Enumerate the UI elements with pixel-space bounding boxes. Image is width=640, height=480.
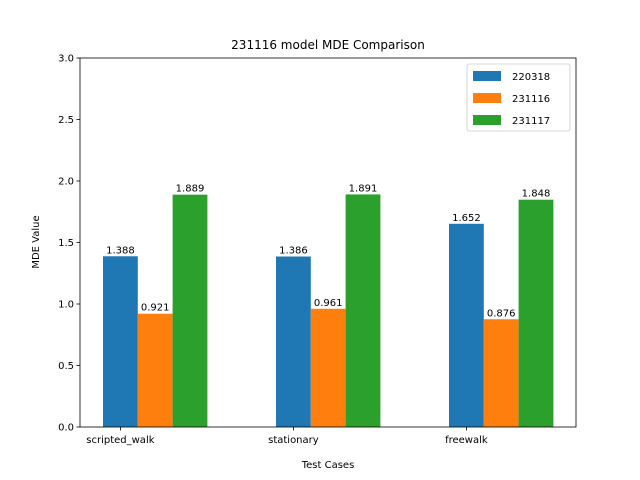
bar-231117-freewalk — [518, 199, 554, 427]
legend-label-220318: 220318 — [512, 72, 550, 83]
bar-220318-freewalk — [449, 223, 484, 427]
plot-area: 1.388 0.921 1.889 1.386 0.961 1.891 1.652 0.876… — [79, 57, 577, 428]
y-axis-label: MDE Value — [31, 215, 42, 268]
bar-220318-scripted_walk — [103, 256, 138, 427]
y-tick-label: 0.0 — [58, 423, 74, 434]
y-tick-label: 2.0 — [58, 177, 74, 188]
chart-title: 231116 model MDE Comparison — [231, 38, 425, 52]
bar-231116-stationary — [310, 308, 346, 427]
x-tick-label-stationary: stationary — [268, 435, 319, 446]
data-label-231117-freewalk: 1.848 — [522, 189, 551, 200]
legend-swatch-231116 — [473, 93, 501, 103]
y-axis: 0.0 0.5 1.0 1.5 2.0 2.5 3.0 — [58, 54, 80, 434]
x-axis: scripted_walk stationary freewalk — [86, 427, 488, 446]
bar-231117-scripted_walk — [172, 194, 208, 427]
legend: 220318 231116 231117 — [466, 63, 571, 132]
data-label-231116-stationary: 0.961 — [314, 298, 343, 309]
data-label-231117-stationary: 1.891 — [349, 183, 378, 194]
bar-231117-stationary — [345, 194, 381, 427]
y-tick-label: 3.0 — [58, 54, 74, 65]
legend-swatch-231117 — [473, 115, 501, 125]
data-label-231116-scripted_walk: 0.921 — [141, 303, 170, 314]
data-label-220318-scripted_walk: 1.388 — [106, 245, 135, 256]
data-label-231116-freewalk: 0.876 — [487, 308, 516, 319]
data-label-231117-scripted_walk: 1.889 — [176, 184, 205, 195]
bar-220318-stationary — [276, 256, 311, 427]
y-tick-label: 2.5 — [58, 115, 74, 126]
bar-231116-scripted_walk — [137, 313, 173, 427]
x-tick-label-scripted_walk: scripted_walk — [86, 435, 154, 446]
bar-231116-freewalk — [483, 319, 519, 427]
data-label-220318-freewalk: 1.652 — [452, 213, 481, 224]
legend-swatch-220318 — [473, 71, 501, 81]
y-tick-label: 0.5 — [58, 361, 74, 372]
y-tick-label: 1.5 — [58, 238, 74, 249]
y-tick-label: 1.0 — [58, 300, 74, 311]
legend-label-231116: 231116 — [512, 94, 550, 105]
legend-label-231117: 231117 — [512, 116, 550, 127]
x-tick-label-freewalk: freewalk — [445, 435, 488, 446]
x-axis-label: Test Cases — [301, 460, 355, 471]
data-label-220318-stationary: 1.386 — [279, 246, 308, 257]
